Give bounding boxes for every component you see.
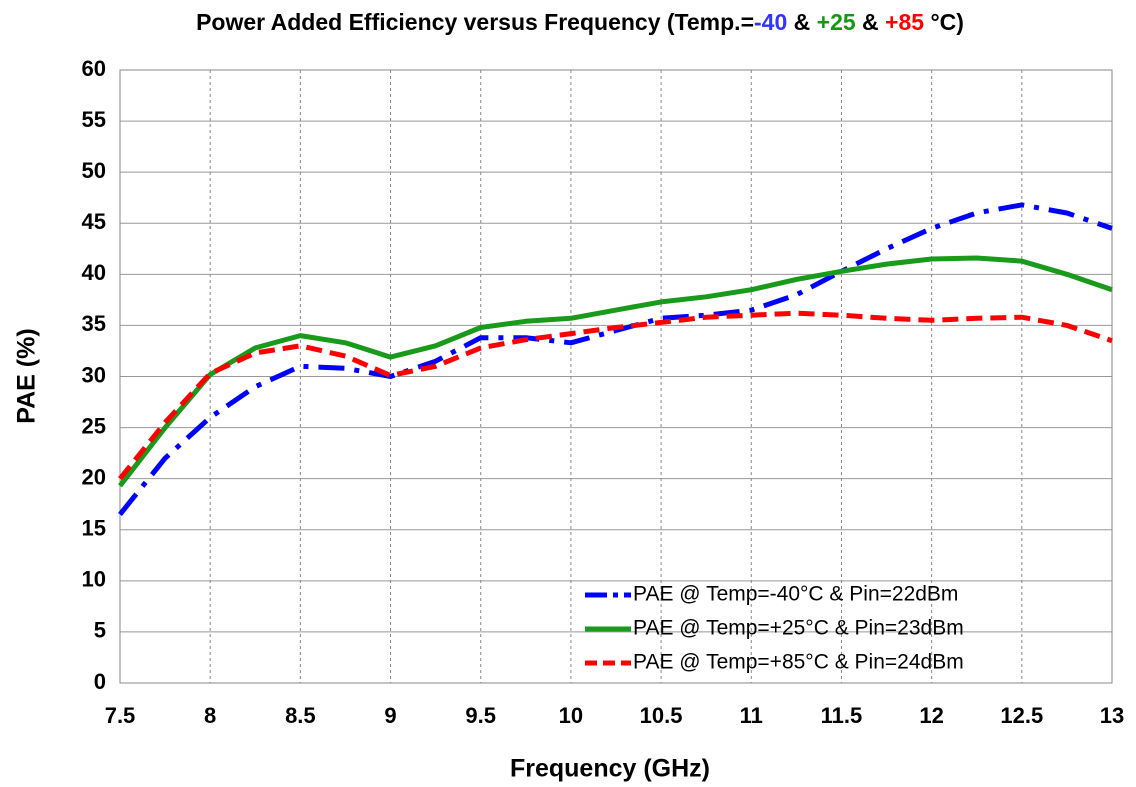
x-tick-label: 9 bbox=[384, 703, 396, 728]
y-tick-label: 15 bbox=[82, 516, 106, 541]
x-tick-label: 8.5 bbox=[285, 703, 316, 728]
y-axis-label: PAE (%) bbox=[13, 328, 41, 423]
x-tick-label: 11 bbox=[740, 703, 763, 728]
title-part: °C) bbox=[924, 9, 964, 35]
legend-label: PAE @ Temp=-40°C & Pin=22dBm bbox=[633, 583, 958, 606]
series-line bbox=[118, 310, 1113, 481]
y-tick-label: 20 bbox=[82, 464, 106, 489]
y-tick-label: 50 bbox=[82, 158, 106, 183]
title-part: Power Added Efficiency versus Frequency … bbox=[196, 9, 754, 35]
y-tick-label: 0 bbox=[94, 669, 106, 694]
x-tick-label: 9.5 bbox=[465, 703, 496, 728]
x-tick-label: 13 bbox=[1100, 703, 1124, 728]
x-tick-label: 12 bbox=[919, 703, 943, 728]
y-tick-label: 25 bbox=[82, 413, 106, 438]
y-tick-label: 30 bbox=[82, 362, 106, 387]
chart-title: Power Added Efficiency versus Frequency … bbox=[196, 9, 964, 35]
title-part: +25 bbox=[817, 9, 856, 35]
plot-border bbox=[119, 69, 1113, 684]
y-tick-label: 5 bbox=[94, 618, 106, 643]
title-part: -40 bbox=[754, 9, 787, 35]
x-tick-label: 10.5 bbox=[640, 703, 683, 728]
x-tick-label: 12.5 bbox=[1000, 703, 1043, 728]
y-tick-label: 60 bbox=[82, 56, 106, 81]
series-line bbox=[118, 255, 1113, 488]
x-tick-label: 8 bbox=[204, 703, 216, 728]
y-tick-label: 45 bbox=[82, 209, 106, 234]
series-line bbox=[118, 202, 1113, 516]
y-tick-label: 40 bbox=[82, 260, 106, 285]
x-axis-label: Frequency (GHz) bbox=[510, 755, 710, 783]
y-tick-label: 55 bbox=[82, 107, 106, 132]
legend-label: PAE @ Temp=+25°C & Pin=23dBm bbox=[633, 617, 964, 640]
title-part: & bbox=[787, 9, 816, 35]
y-tick-label: 35 bbox=[82, 311, 106, 336]
y-tick-label: 10 bbox=[82, 567, 106, 592]
x-tick-label: 10 bbox=[559, 703, 583, 728]
x-tick-label: 11.5 bbox=[821, 703, 863, 728]
title-part: +85 bbox=[885, 9, 924, 35]
legend-label: PAE @ Temp=+85°C & Pin=24dBm bbox=[633, 651, 964, 674]
title-part: & bbox=[856, 9, 885, 35]
x-tick-label: 7.5 bbox=[105, 703, 136, 728]
